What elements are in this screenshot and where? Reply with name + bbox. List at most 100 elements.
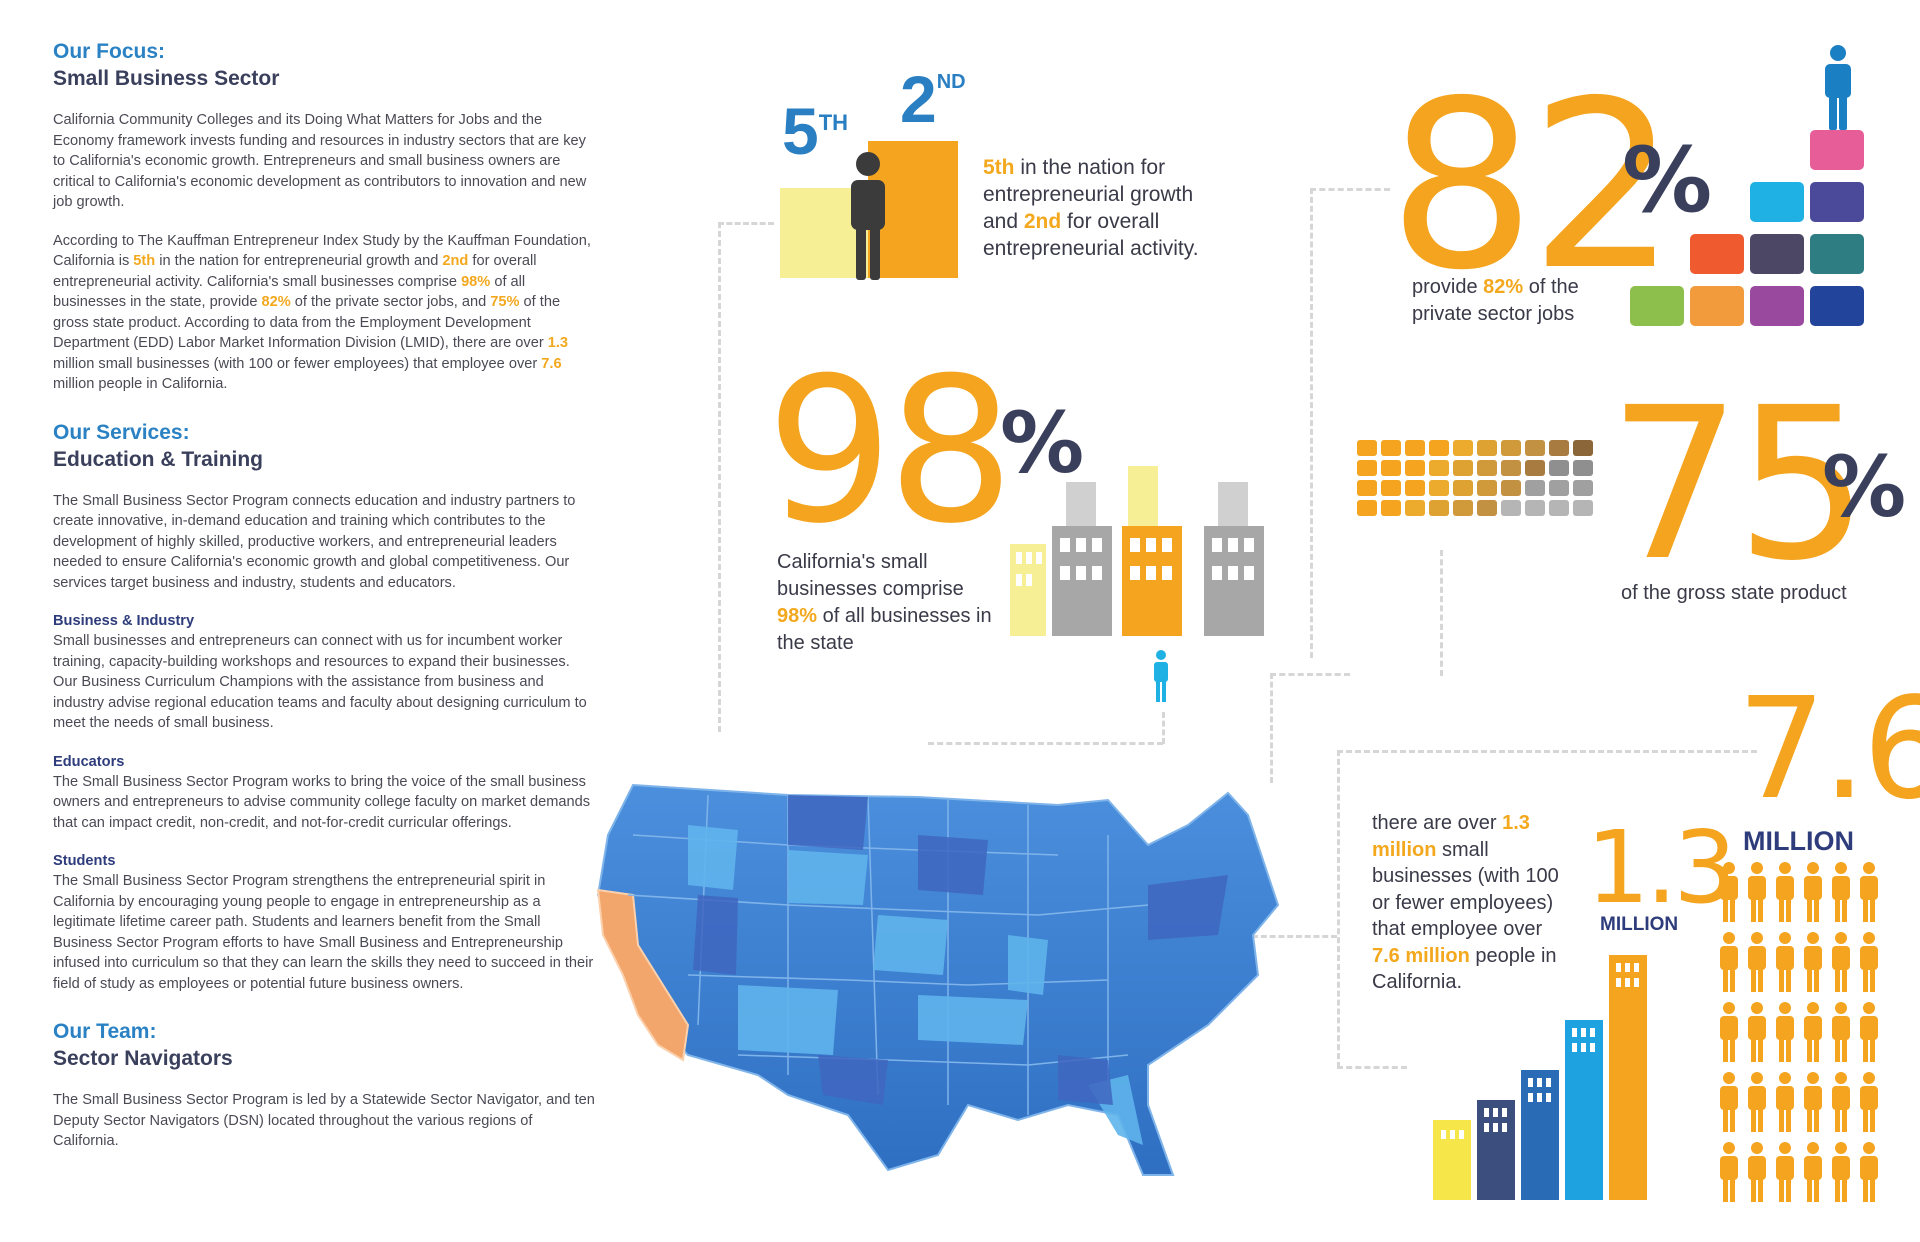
state-shape xyxy=(788,795,868,850)
mini-block xyxy=(1549,480,1569,496)
connector-line xyxy=(1310,188,1313,658)
mini-block xyxy=(1453,500,1473,516)
services-title: Education & Training xyxy=(53,447,264,471)
text-run: According to The Kauffman Entrepreneur I… xyxy=(53,232,591,270)
mini-block xyxy=(1429,440,1449,456)
buildings-illustration xyxy=(1010,466,1264,636)
mini-block xyxy=(1429,460,1449,476)
mini-block xyxy=(1525,500,1545,516)
building-icon xyxy=(1052,482,1112,636)
highlight-1-3: 1.3 xyxy=(547,335,569,351)
person-icon xyxy=(1825,45,1851,130)
connector-line xyxy=(1217,935,1337,938)
connector-line xyxy=(1337,750,1340,1068)
mini-block xyxy=(1429,500,1449,516)
mini-block xyxy=(1501,480,1521,496)
mini-block xyxy=(1549,460,1569,476)
highlight-5th: 5th xyxy=(133,253,156,269)
color-block xyxy=(1630,286,1684,326)
connector-line xyxy=(1440,550,1443,676)
stat-1-3-unit: MILLION xyxy=(1600,914,1679,935)
services-paragraph: The Small Business Sector Program connec… xyxy=(53,492,576,591)
mini-block xyxy=(1405,440,1425,456)
highlight-2nd: 2nd xyxy=(442,253,469,269)
mini-block xyxy=(1405,480,1425,496)
person-icon xyxy=(1154,650,1168,702)
mini-block xyxy=(1501,460,1521,476)
rank-2nd-number: 2 xyxy=(900,62,937,136)
team-title: Sector Navigators xyxy=(53,1047,233,1070)
stat-82-description: provide 82% of the private sector jobs xyxy=(1412,274,1612,328)
mini-block xyxy=(1549,500,1569,516)
text-run: of all businesses in the state xyxy=(777,605,992,654)
mini-block xyxy=(1477,480,1497,496)
state-shape xyxy=(818,1055,888,1105)
text-run: small businesses (with 100 or fewer empl… xyxy=(1372,838,1559,941)
mini-block xyxy=(1429,480,1449,496)
building-icon xyxy=(1565,1020,1603,1200)
state-shape xyxy=(693,895,738,975)
connector-line xyxy=(1310,188,1390,191)
students-subheading: Students xyxy=(53,853,116,869)
text-run: of the private sector jobs, and xyxy=(290,294,491,310)
text-run: California's small businesses comprise xyxy=(777,551,964,600)
color-block xyxy=(1810,286,1864,326)
color-block xyxy=(1810,234,1864,274)
text-run: in the nation for entrepreneurial growth… xyxy=(155,253,443,269)
mini-block xyxy=(1357,500,1377,516)
building-icon xyxy=(1204,482,1264,636)
state-shape xyxy=(738,985,838,1055)
stat-98-number: 98 xyxy=(766,335,1014,568)
person-icon xyxy=(851,152,885,280)
state-shape xyxy=(1058,1055,1113,1105)
focus-label: Our Focus: xyxy=(53,40,166,63)
highlight-7-6-million: 7.6 million xyxy=(1372,944,1470,967)
text-run: for overall entrepreneurial activity. Ca… xyxy=(53,253,537,290)
focus-paragraph-2: According to The Kauffman Entrepreneur I… xyxy=(53,231,598,395)
mini-block xyxy=(1381,440,1401,456)
stat-82-number: 82 xyxy=(1388,51,1677,321)
highlight-7-6: 7.6 xyxy=(541,355,562,372)
california-shape xyxy=(596,888,690,1062)
services-label: Our Services: xyxy=(53,420,190,444)
educators-paragraph: The Small Business Sector Program works … xyxy=(53,773,591,831)
building-icon xyxy=(1521,1070,1559,1200)
mini-block xyxy=(1525,480,1545,496)
million-description: there are over 1.3 million small busines… xyxy=(1372,810,1572,996)
building-icon xyxy=(1433,1120,1471,1200)
mini-block xyxy=(1525,440,1545,456)
mini-block xyxy=(1573,500,1593,516)
mini-block xyxy=(1525,460,1545,476)
team-paragraph: The Small Business Sector Program is led… xyxy=(53,1092,595,1149)
mini-block xyxy=(1477,500,1497,516)
rank-5th-suffix: TH xyxy=(818,110,849,135)
building-icon xyxy=(1122,466,1182,636)
mini-block xyxy=(1405,500,1425,516)
building-icon xyxy=(1477,1100,1515,1200)
color-block xyxy=(1750,234,1804,274)
text-run: people in California. xyxy=(1372,944,1557,994)
rank-description: 5th in the nation for entrepreneurial gr… xyxy=(983,154,1233,262)
mini-block xyxy=(1453,460,1473,476)
educators-subheading: Educators xyxy=(53,753,125,770)
color-block xyxy=(1750,182,1804,222)
mini-block xyxy=(1573,460,1593,476)
connector-line xyxy=(718,222,774,225)
text-run: in the nation for entrepreneurial growth… xyxy=(983,156,1194,233)
left-column: Our Focus: Small Business Sector Califor… xyxy=(53,38,598,1152)
state-shape xyxy=(688,825,738,890)
highlight-82: 82% xyxy=(1483,276,1524,298)
us-map xyxy=(596,783,1280,1176)
color-block xyxy=(1690,234,1744,274)
mini-block-grid xyxy=(1357,440,1627,520)
mini-block xyxy=(1453,440,1473,456)
color-block xyxy=(1810,130,1864,170)
mini-block xyxy=(1573,480,1593,496)
text-run: provide xyxy=(1412,276,1484,298)
stat-1-3-number: 1.3 xyxy=(1586,809,1737,926)
connector-line xyxy=(1162,712,1165,744)
state-shape xyxy=(788,850,868,905)
mini-block xyxy=(1357,480,1377,496)
rank-5th-label: 5TH xyxy=(782,98,848,164)
focus-title: Small Business Sector xyxy=(53,67,280,90)
